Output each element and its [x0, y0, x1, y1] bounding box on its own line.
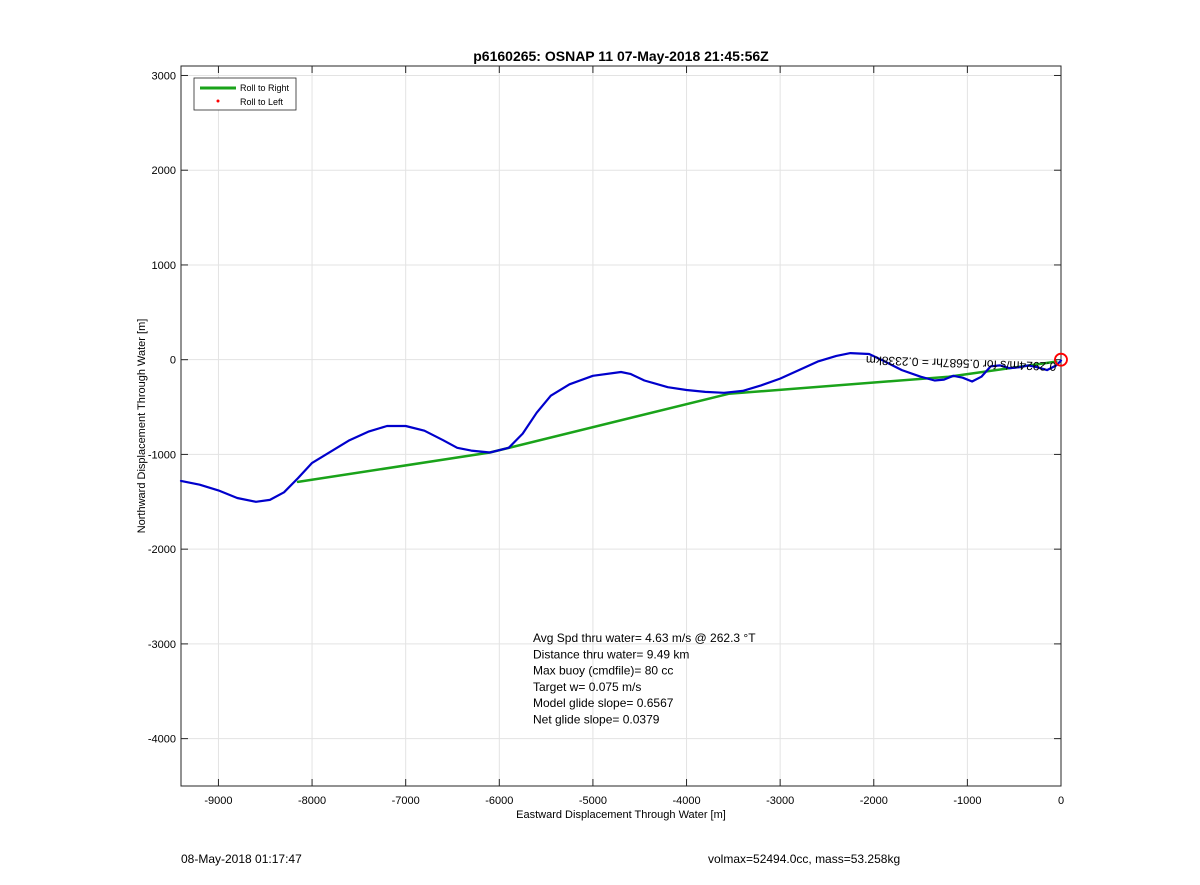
x-tick-label: -4000 — [672, 795, 700, 807]
x-tick-label: 0 — [1058, 795, 1064, 807]
stats-annotation: Avg Spd thru water= 4.63 m/s @ 262.3 °T — [533, 631, 756, 645]
y-tick-label: -3000 — [148, 639, 176, 651]
y-tick-label: 3000 — [152, 70, 176, 82]
stats-annotation: Distance thru water= 9.49 km — [533, 647, 689, 661]
y-axis-label: Northward Displacement Through Water [m] — [136, 319, 148, 534]
y-tick-label: -1000 — [148, 449, 176, 461]
stats-annotation: Net glide slope= 0.0379 — [533, 713, 660, 727]
footer-timestamp: 08-May-2018 01:17:47 — [181, 852, 302, 866]
y-tick-label: 2000 — [152, 165, 176, 177]
stats-annotation: Model glide slope= 0.6567 — [533, 696, 674, 710]
legend: Roll to Right Roll to Left — [193, 77, 297, 111]
series-layer — [179, 352, 1068, 503]
y-tick-label: 1000 — [152, 260, 176, 272]
grid-lines — [181, 66, 1062, 786]
stats-annotation: Max buoy (cmdfile)= 80 cc — [533, 664, 673, 678]
x-tick-label: -6000 — [485, 795, 513, 807]
legend-label-roll-left: Roll to Left — [240, 97, 284, 107]
y-tick-label: -4000 — [148, 734, 176, 746]
annotations: Avg Spd thru water= 4.63 m/s @ 262.3 °T D… — [533, 353, 1056, 726]
x-tick-label: -1000 — [953, 795, 981, 807]
y-tick-label: 0 — [170, 355, 176, 367]
x-tick-label: -7000 — [392, 795, 420, 807]
legend-box — [193, 77, 297, 111]
x-tick-label: -9000 — [204, 795, 232, 807]
plot-frame — [180, 65, 1062, 787]
axis-ticks: -9000 -8000 -7000 -6000 -5000 -4000 -3000 -2000… — [148, 66, 1064, 807]
y-tick-label: -2000 — [148, 544, 176, 556]
segment-speed-label: 0.2924m/s for 0.5687hr = 0.2338km — [866, 353, 1057, 374]
x-axis-label: Eastward Displacement Through Water [m] — [516, 809, 726, 821]
stats-annotation: Target w= 0.075 m/s — [533, 680, 641, 694]
start-marker — [1054, 352, 1068, 367]
x-tick-label: -5000 — [579, 795, 607, 807]
x-tick-label: -3000 — [766, 795, 794, 807]
x-tick-label: -8000 — [298, 795, 326, 807]
chart-title: p6160265: OSNAP 11 07-May-2018 21:45:56Z — [473, 48, 769, 64]
footer-stats: volmax=52494.0cc, mass=53.258kg — [708, 852, 901, 866]
legend-swatch-roll-left — [216, 99, 220, 103]
track-line-blue — [179, 352, 1063, 503]
x-tick-label: -2000 — [860, 795, 888, 807]
legend-label-roll-right: Roll to Right — [240, 83, 290, 93]
